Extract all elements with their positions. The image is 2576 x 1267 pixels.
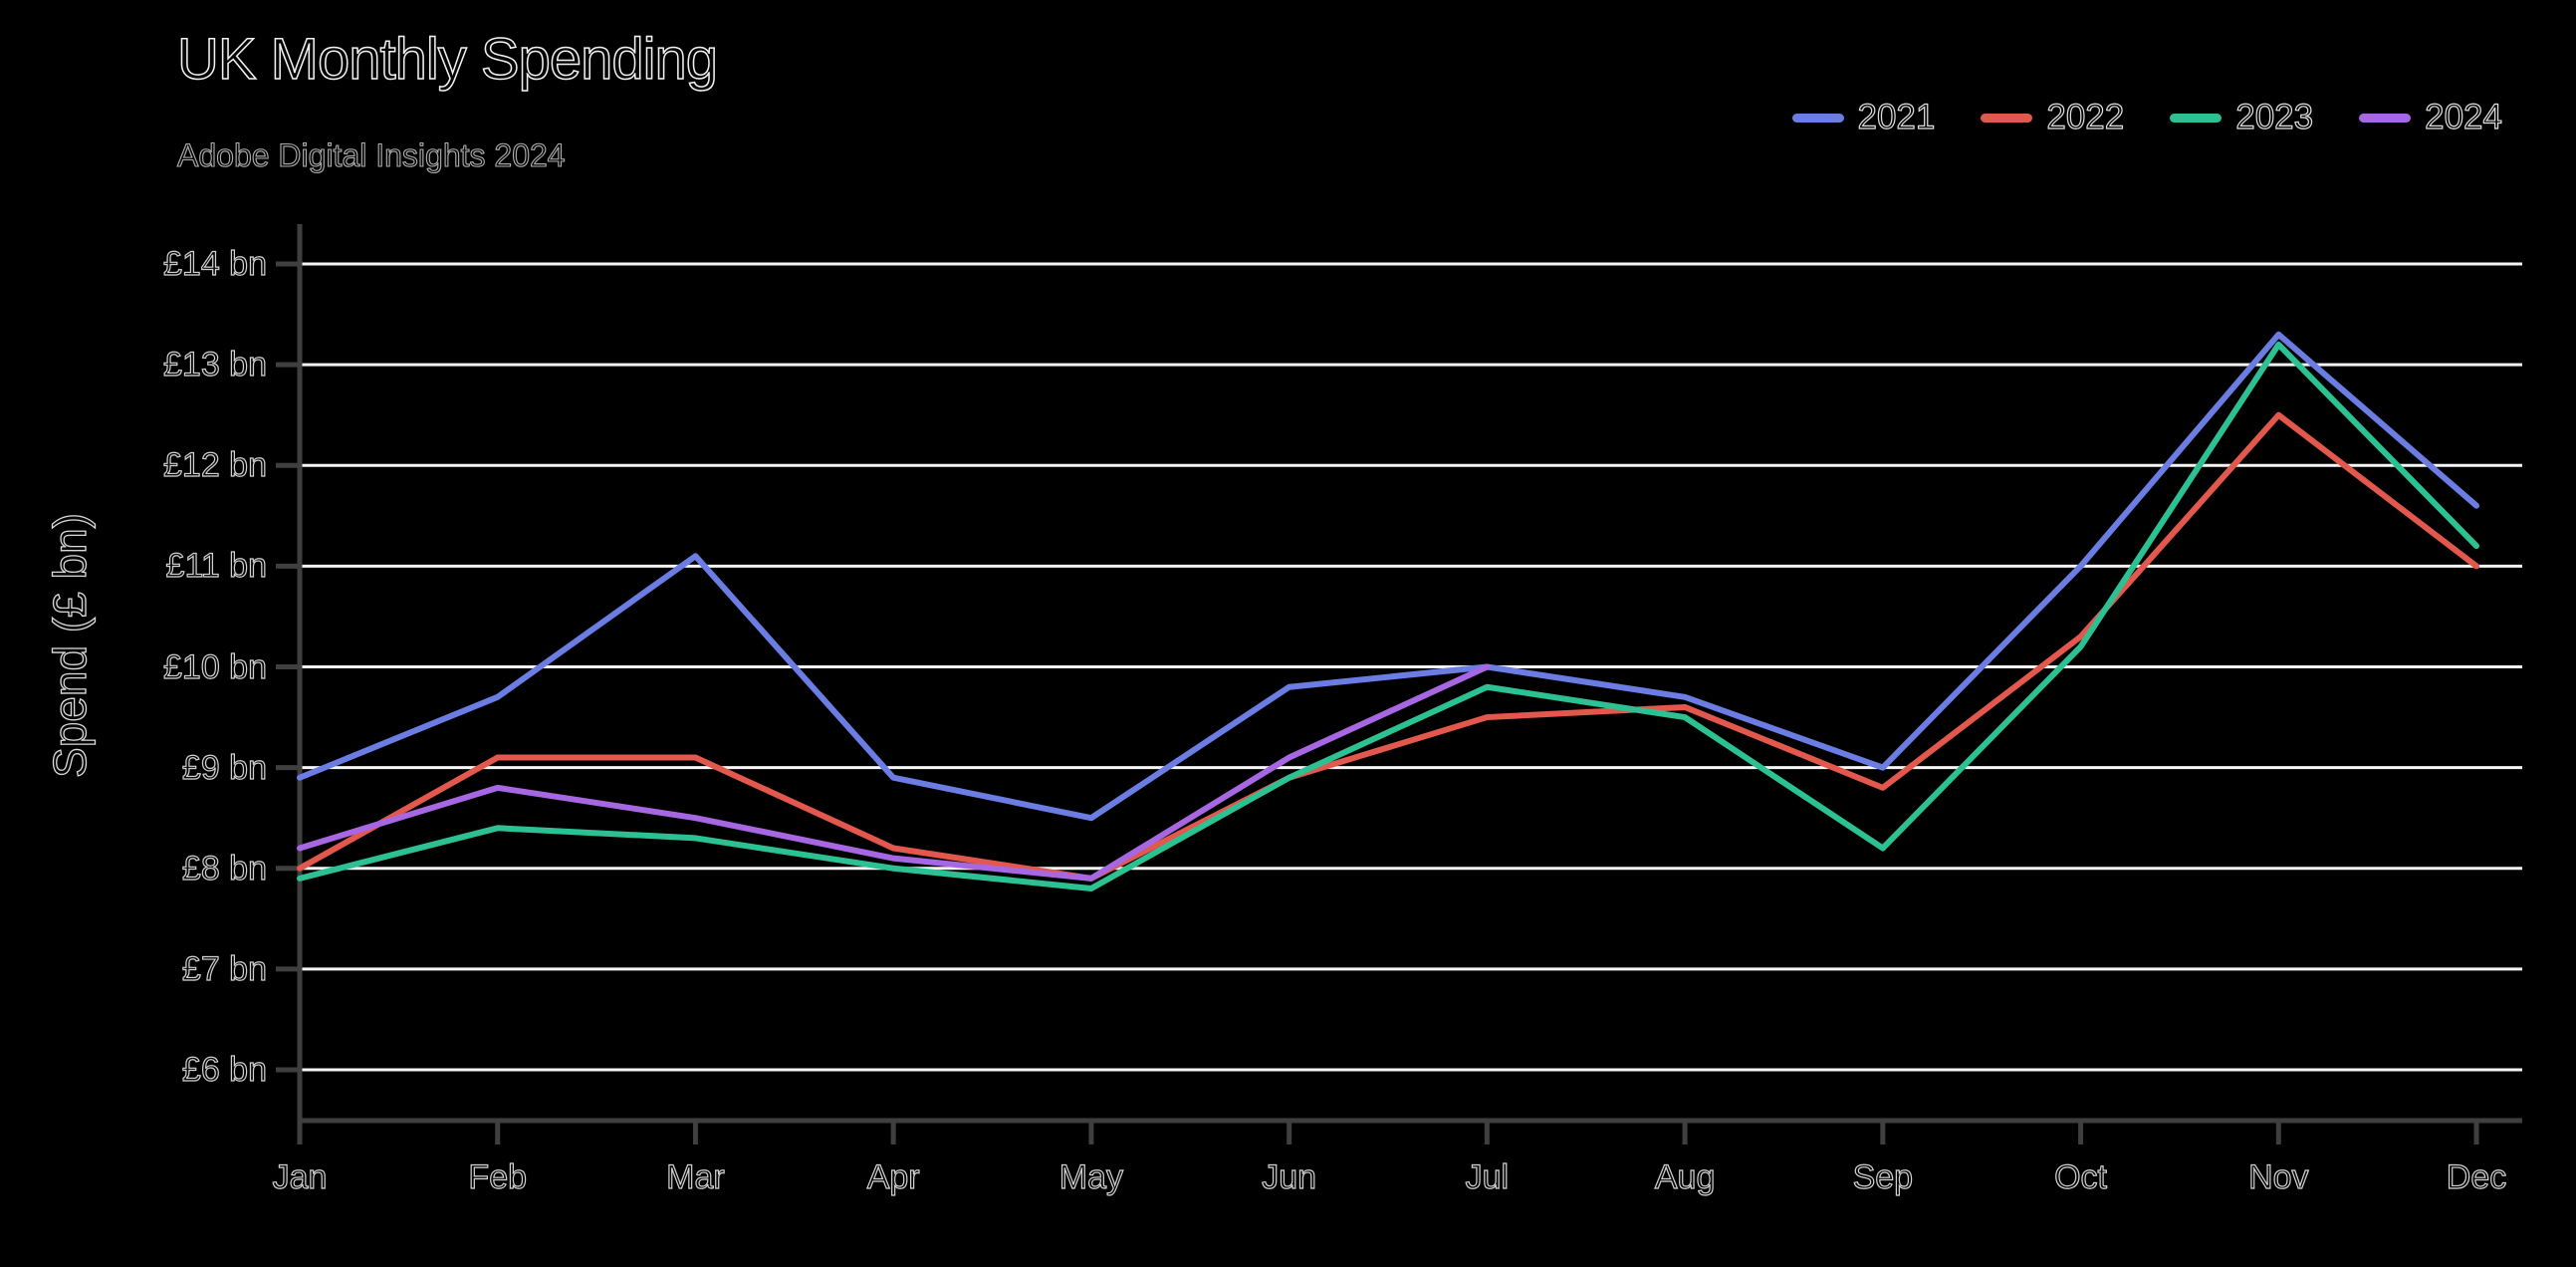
y-axis-label: £10 bn [162,647,267,686]
y-axis-label: £12 bn [162,446,267,485]
y-axis-label: £7 bn [181,949,267,988]
y-axis-label: £9 bn [181,748,267,787]
legend-label: 2021 [1857,97,1936,136]
legend: 2021 2022 2023 2024 [1791,97,2503,137]
x-axis-label: Jun [1262,1157,1317,1196]
series-line-2024 [297,663,1491,882]
x-axis-label: May [1058,1157,1124,1196]
x-axis-label: Feb [468,1157,528,1196]
legend-swatch-2024 [2359,113,2412,123]
legend-swatch-2022 [1981,113,2033,123]
series-line-2021 [297,331,2480,822]
y-axis-label: £13 bn [162,346,267,384]
chart-subtitle: Adobe Digital Insights 2024 [176,136,566,173]
legend-swatch-2021 [1791,113,1844,123]
x-axis-label: Jul [1465,1157,1510,1196]
legend-label: 2024 [2425,97,2503,136]
y-axis-label: £14 bn [162,244,267,283]
legend-item-2021: 2021 [1791,97,1936,137]
x-axis-label: Sep [1852,1157,1914,1196]
y-axis-label: £6 bn [181,1050,267,1089]
y-axis-label: £8 bn [181,849,267,887]
legend-item-2023: 2023 [2170,97,2314,137]
chart-title: UK Monthly Spending [176,26,719,93]
legend-label: 2023 [2235,97,2314,136]
x-axis-label: Mar [666,1157,726,1196]
x-axis-label: Apr [866,1157,920,1196]
legend-item-2024: 2024 [2359,97,2503,137]
legend-swatch-2023 [2170,113,2223,123]
series-line-2023 [297,341,2480,891]
x-axis-label: Jan [272,1157,328,1196]
legend-item-2022: 2022 [1981,97,2125,137]
x-axis-label: Oct [2054,1157,2108,1196]
legend-label: 2022 [2046,97,2125,136]
y-axis-title: Spend (£ bn) [43,512,96,778]
x-axis-label: Dec [2446,1157,2507,1196]
x-axis-label: Nov [2247,1157,2309,1196]
y-axis-label: £11 bn [165,547,268,586]
x-axis-label: Aug [1654,1157,1716,1196]
